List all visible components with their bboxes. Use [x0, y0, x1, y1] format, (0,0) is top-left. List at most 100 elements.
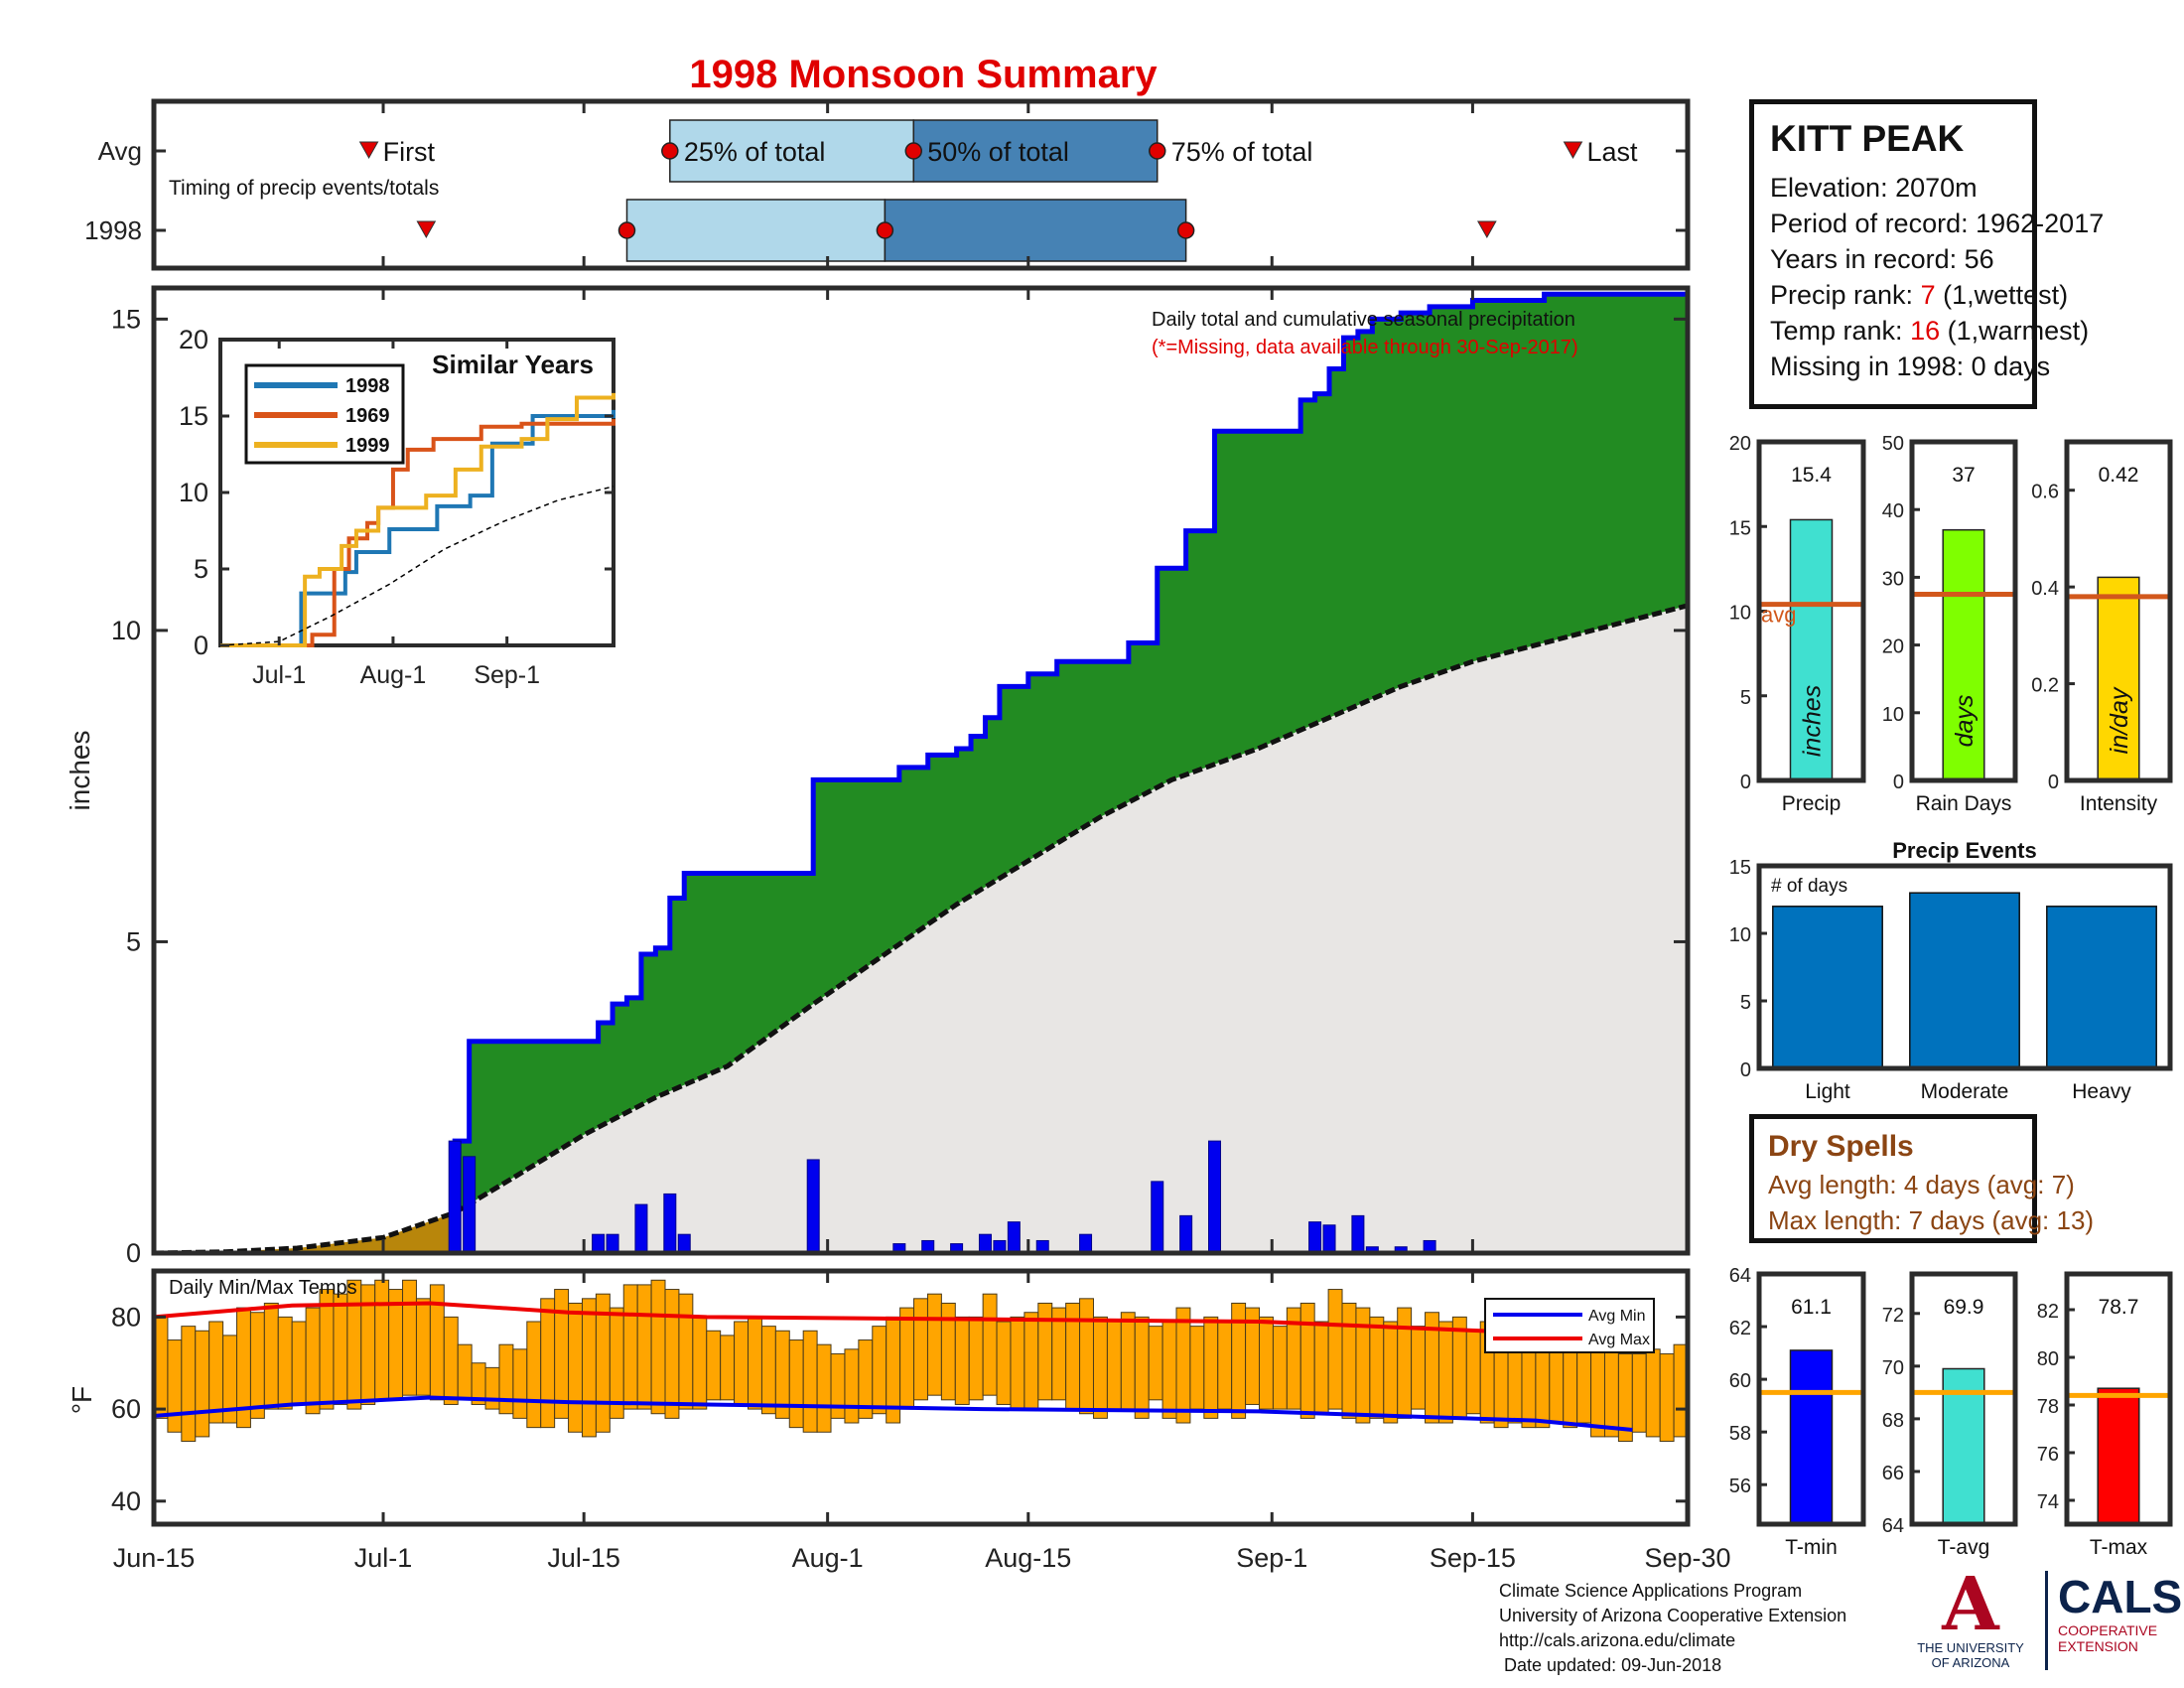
credits-line-1: Climate Science Applications Program [1499, 1581, 1803, 1601]
rain_days-y-tick-label: 0 [1893, 772, 1904, 793]
temp-range-bar [802, 1330, 818, 1433]
intensity-y-tick-label: 0.4 [2031, 578, 2059, 600]
precip-events-title: Precip Events [1892, 838, 2037, 863]
temp-range-bar [263, 1302, 279, 1410]
dry-spells-title: Dry Spells [1768, 1130, 1914, 1163]
inset-y-tick-label: 15 [179, 401, 208, 431]
tmin-y-tick-label: 58 [1729, 1423, 1751, 1445]
precip-rank-suffix: (1,wettest) [1935, 280, 2069, 310]
temps-y-tick-label: 40 [111, 1486, 141, 1516]
temp-range-bar [1189, 1326, 1205, 1410]
temp-range-bar [526, 1321, 542, 1429]
credits-url[interactable]: http://cals.arizona.edu/climate [1499, 1630, 1736, 1650]
temp-range-bar [540, 1298, 556, 1429]
temp-range-bar [1603, 1343, 1619, 1438]
tmin-x-label: T-min [1785, 1536, 1838, 1559]
precip-y-tick-label: 0 [126, 1238, 141, 1268]
station-name: KITT PEAK [1770, 118, 1965, 159]
x-tick-label: Aug-15 [985, 1543, 1071, 1573]
precip-y-axis-label: inches [65, 731, 95, 811]
timing-panel: First 25% of total 50% of total 75% of tota… [84, 98, 1691, 271]
temp-range-bar [1120, 1312, 1136, 1410]
tmin-value-label: 61.1 [1791, 1296, 1832, 1319]
precip-panel: Daily total and cumulative seasonal prec… [65, 285, 1691, 1268]
temp-range-bar [1134, 1316, 1150, 1419]
temp-range-bar [899, 1307, 915, 1410]
dry-spells-max: Max length: 7 days (avg: 13) [1768, 1205, 2095, 1235]
temp-range-bar [333, 1293, 348, 1405]
temp-range-bar [954, 1316, 970, 1405]
similar-years-inset: 0 5 10 15 20 Jul-1 Aug-1 Sep-1 Similar Years 1998… [179, 325, 615, 689]
timing-marker-p25-Avg [661, 142, 679, 160]
precip_total-y-tick-label: 10 [1729, 603, 1751, 625]
station-precip-rank: Precip rank: 7 (1,wettest) [1770, 277, 2068, 313]
rain_days-bar [1942, 528, 1985, 781]
temps-legend-label-max: Avg Max [1588, 1332, 1650, 1348]
precip-events-annotation: # of days [1771, 876, 1847, 897]
temps-panel-title: Daily Min/Max Temps [169, 1277, 357, 1299]
tmax-x-label: T-max [2090, 1536, 2148, 1559]
cals-logo: CALS COOPERATIVE EXTENSION [2045, 1571, 2184, 1670]
daily-precip-bar [634, 1203, 648, 1254]
precip-events-y-tick-label: 10 [1729, 924, 1751, 946]
temp-range-bar [181, 1326, 197, 1443]
station-info-box: KITT PEAK Elevation: 2070m Period of rec… [1749, 99, 2104, 409]
precip-1998-line [154, 291, 1688, 1256]
temp-range-bar [305, 1307, 321, 1415]
precip-rank-prefix: Precip rank: [1770, 280, 1921, 310]
intensity-x-label: Intensity [2080, 792, 2158, 815]
temp-range-bar [512, 1348, 528, 1419]
precip-events-bar [2046, 906, 2157, 1069]
timing-label-last: Last [1586, 137, 1638, 167]
tavg-y-tick-label: 72 [1882, 1305, 1904, 1327]
intensity-frame [2064, 439, 2173, 783]
temp-range-bar [1631, 1352, 1647, 1433]
daily-precip-bar [1208, 1140, 1222, 1254]
temp-range-bar [1010, 1316, 1025, 1410]
temp-range-bar [650, 1279, 666, 1415]
temp-range-bar [844, 1348, 860, 1424]
temp-avg-max-line [153, 1301, 1633, 1342]
precip_total-y-tick-label: 5 [1740, 687, 1751, 709]
intensity-y-tick-label: 0.6 [2031, 482, 2059, 503]
temp-range-bar [664, 1289, 680, 1419]
timing-box-50-75-Avg [912, 119, 1159, 183]
precip-annotation-missing: (*=Missing, data available through 30-Se… [1152, 337, 1578, 358]
precip-y-tick-label: 10 [111, 616, 141, 645]
temp-range-bar [1411, 1326, 1427, 1410]
inset-legend-label-1998: 1998 [345, 375, 390, 397]
temp-range-bar [1175, 1307, 1191, 1424]
rain_days-y-tick-label: 50 [1882, 433, 1904, 455]
temp-range-bar [249, 1312, 265, 1419]
precip_total-y-tick-label: 0 [1740, 772, 1751, 793]
daily-precip-bar [1308, 1221, 1322, 1254]
block-a-icon: A [1942, 1562, 1999, 1647]
temp-range-bar [1037, 1302, 1053, 1401]
x-tick-label: Sep-15 [1430, 1543, 1516, 1573]
timing-marker-p25-1998 [617, 221, 636, 239]
daily-precip-bar [1351, 1214, 1365, 1254]
precip-events-y-tick-label: 15 [1729, 857, 1751, 879]
credits-line-2: University of Arizona Cooperative Extens… [1499, 1606, 1847, 1625]
rain_days-y-tick-label: 40 [1882, 500, 1904, 522]
inset-series-1998 [220, 409, 615, 647]
station-temp-rank: Temp rank: 16 (1,warmest) [1770, 313, 2089, 349]
temp-range-bar [748, 1316, 762, 1410]
x-tick-label: Jun-15 [113, 1543, 196, 1573]
tmax-y-tick-label: 76 [2037, 1444, 2059, 1466]
inset-x-tick-label: Jul-1 [252, 661, 306, 689]
station-years: Years in record: 56 [1770, 244, 1994, 274]
temp-range-bar [1327, 1289, 1343, 1410]
rain_days-frame [1909, 439, 2018, 783]
tmin-frame [1756, 1271, 1866, 1527]
temp-range-bar [581, 1298, 597, 1438]
tavg-y-tick-label: 64 [1882, 1515, 1904, 1537]
temp-range-bar [1313, 1321, 1329, 1415]
temp-rank-prefix: Temp rank: [1770, 316, 1911, 346]
temp-range-bar [913, 1298, 928, 1401]
precip-events-category-label: Heavy [2072, 1080, 2131, 1103]
temp-range-bar [1079, 1298, 1094, 1415]
ua-logo-line-1: THE UNIVERSITY [1917, 1640, 2024, 1655]
timing-panel-label: Timing of precip events/totals [169, 177, 439, 200]
